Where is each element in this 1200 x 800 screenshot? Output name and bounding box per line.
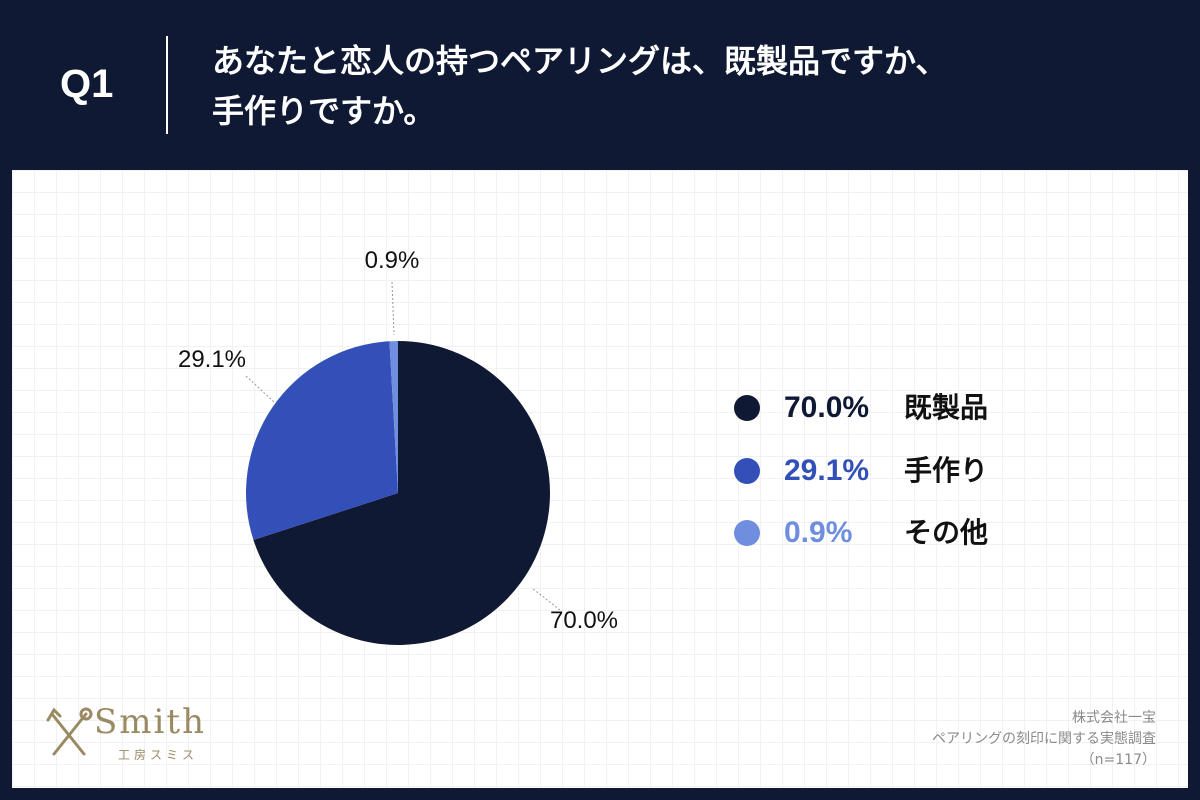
legend-value-tezukuri: 29.1% <box>784 454 870 487</box>
legend-label-tezukuri: 手作り <box>904 454 989 487</box>
pie-slice-sonota <box>389 341 398 493</box>
legend-swatch-tezukuri <box>734 458 760 484</box>
data-label-kiseihin: 70.0% <box>550 607 618 634</box>
logo-subtitle: 工房スミス <box>118 748 199 762</box>
leader-line-kiseihin <box>531 587 561 611</box>
smith-logo: Smith 工房スミス <box>44 702 244 776</box>
question-number: Q1 <box>60 62 114 106</box>
crossed-tools-icon <box>46 707 93 756</box>
chart-panel: 70.0% 29.1% 0.9% 70.0% 既製品 29.1% 手作り 0.9% … <box>12 170 1188 788</box>
leader-line-tezukuri <box>245 375 275 403</box>
data-label-tezukuri: 29.1% <box>178 346 246 373</box>
legend-label-sonota: その他 <box>904 516 989 549</box>
source-company: 株式会社一宝 <box>1072 710 1156 726</box>
pie-slice-kiseihin <box>253 341 551 645</box>
header-divider <box>166 36 168 134</box>
logo-wordmark: Smith <box>94 702 206 742</box>
legend-item-sonota: 0.9% その他 <box>734 513 988 553</box>
source-note: 株式会社一宝 ペアリングの刻印に関する実態調査 （n=117） <box>932 708 1156 771</box>
legend-value-sonota: 0.9% <box>784 516 853 549</box>
header: Q1 あなたと恋人の持つペアリングは、既製品ですか、 手作りですか。 <box>0 0 1200 170</box>
data-label-sonota: 0.9% <box>365 247 420 274</box>
source-survey: ペアリングの刻印に関する実態調査 <box>932 731 1156 747</box>
legend-swatch-sonota <box>734 520 760 546</box>
leader-line-sonota <box>391 281 395 336</box>
legend-swatch-kiseihin <box>734 395 760 421</box>
question-line-1: あなたと恋人の持つペアリングは、既製品ですか、 <box>212 42 948 80</box>
question-title: あなたと恋人の持つペアリングは、既製品ですか、 手作りですか。 <box>212 36 1112 136</box>
legend-item-kiseihin: 70.0% 既製品 <box>734 388 988 428</box>
question-line-2: 手作りですか。 <box>212 92 436 130</box>
pie-slice-tezukuri <box>246 341 398 540</box>
legend-value-kiseihin: 70.0% <box>784 391 870 424</box>
legend-item-tezukuri: 29.1% 手作り <box>734 451 988 491</box>
source-sample: （n=117） <box>1080 752 1156 768</box>
legend-label-kiseihin: 既製品 <box>904 391 989 424</box>
pie-chart: 70.0% 29.1% 0.9% <box>178 247 618 645</box>
